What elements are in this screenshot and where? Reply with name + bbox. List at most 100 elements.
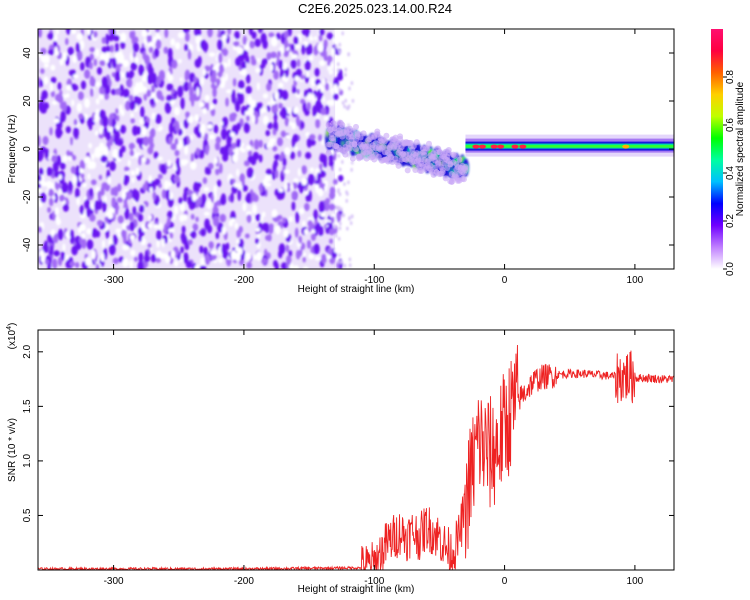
- noise-speckle: [230, 192, 234, 203]
- noise-speckle: [262, 115, 269, 125]
- noise-speckle: [83, 156, 91, 164]
- noise-speckle: [117, 215, 124, 224]
- spectrogram-y-ticks: -40 -20 0 20 40: [22, 47, 674, 252]
- noise-speckle: [78, 236, 83, 244]
- noise-speckle: [350, 167, 353, 172]
- noise-speckle: [119, 124, 127, 134]
- noise-speckle: [129, 52, 134, 62]
- noise-speckle: [202, 107, 208, 115]
- noise-speckle: [90, 87, 94, 97]
- noise-speckle: [164, 102, 172, 114]
- noise-speckle: [215, 168, 220, 176]
- noise-speckle: [49, 82, 54, 92]
- noise-speckle: [109, 160, 116, 172]
- noise-speckle: [204, 218, 210, 230]
- noise-speckle: [342, 213, 345, 218]
- noise-speckle: [153, 151, 159, 159]
- noise-speckle: [266, 104, 271, 112]
- noise-speckle: [71, 154, 77, 161]
- y-tick-label: -20: [22, 189, 33, 204]
- noise-speckle: [265, 168, 273, 176]
- noise-speckle: [112, 234, 118, 246]
- noise-speckle: [113, 34, 120, 42]
- noise-speckle: [180, 246, 184, 254]
- noise-speckle: [261, 257, 268, 265]
- noise-speckle: [129, 259, 134, 269]
- noise-speckle: [230, 142, 238, 150]
- noise-speckle: [84, 69, 91, 79]
- noise-speckle: [157, 156, 163, 161]
- spectrogram-x-ticks: -300 -200 -100 0 100: [104, 29, 644, 286]
- noise-speckles: [38, 29, 355, 269]
- noise-speckle: [167, 216, 171, 227]
- colorbar-tick-label: 0.8: [725, 70, 736, 84]
- noise-speckle: [86, 228, 92, 235]
- noise-speckle: [156, 229, 162, 241]
- noise-speckle: [179, 202, 186, 212]
- noise-speckle: [310, 233, 316, 241]
- noise-speckle: [182, 136, 188, 148]
- noise-speckle: [222, 48, 229, 57]
- y-tick-label: 0: [22, 146, 33, 152]
- noise-speckle: [72, 175, 78, 185]
- noise-speckle: [47, 32, 54, 40]
- noise-speckle: [134, 56, 139, 64]
- noise-speckle: [274, 169, 279, 179]
- noise-speckle: [101, 239, 106, 249]
- noise-speckle: [74, 187, 80, 199]
- noise-speckle: [328, 69, 333, 75]
- noise-speckle: [79, 204, 84, 216]
- noise-speckle: [133, 256, 138, 262]
- noise-speckle: [269, 64, 274, 72]
- noise-speckle: [91, 228, 98, 238]
- noise-speckle: [294, 75, 300, 82]
- noise-speckle: [166, 94, 173, 102]
- x-tick-label: -100: [364, 275, 384, 286]
- noise-speckle: [281, 90, 289, 101]
- noise-speckle: [200, 76, 205, 86]
- noise-speckle: [138, 81, 144, 90]
- noise-speckle: [230, 217, 236, 223]
- noise-speckle: [68, 180, 73, 192]
- noise-speckle: [148, 175, 153, 184]
- noise-speckle: [308, 55, 314, 62]
- noise-speckle: [70, 166, 77, 174]
- noise-speckle: [298, 235, 303, 244]
- noise-speckle: [255, 214, 262, 222]
- noise-speckle: [44, 148, 50, 160]
- noise-speckle: [305, 152, 312, 160]
- snr-panel: -300 -200 -100 0 100 0.5 1.0 1.5 2.0 Height of …: [6, 323, 675, 595]
- noise-speckle: [155, 113, 162, 124]
- noise-speckle: [306, 102, 311, 111]
- noise-speckle: [228, 146, 233, 156]
- noise-speckle: [316, 172, 321, 184]
- noise-speckle: [61, 101, 67, 112]
- noise-speckle: [306, 239, 312, 249]
- noise-speckle: [238, 87, 244, 94]
- noise-speckle: [218, 52, 223, 64]
- noise-speckle: [265, 130, 270, 137]
- noise-speckle: [82, 182, 87, 188]
- y-tick-label: 1.5: [22, 399, 33, 413]
- noise-speckle: [332, 37, 337, 44]
- noise-speckle: [89, 214, 96, 222]
- noise-speckle: [140, 157, 147, 163]
- noise-speckle: [185, 111, 190, 118]
- noise-speckle: [256, 233, 261, 239]
- noise-speckle: [227, 29, 232, 36]
- noise-speckle: [190, 152, 194, 163]
- noise-speckle: [150, 84, 156, 93]
- y-tick-label: 40: [22, 47, 33, 59]
- noise-speckle: [297, 150, 302, 158]
- noise-speckle: [317, 188, 324, 197]
- colorbar-gradient: [711, 29, 723, 269]
- noise-speckle: [98, 174, 103, 181]
- spectrogram-signal-layer: [325, 119, 674, 185]
- noise-speckle: [329, 228, 335, 236]
- noise-speckle: [203, 186, 210, 192]
- noise-speckle: [301, 177, 308, 186]
- carrier-band: [465, 134, 674, 157]
- noise-speckle: [39, 79, 44, 88]
- noise-speckle: [266, 82, 272, 92]
